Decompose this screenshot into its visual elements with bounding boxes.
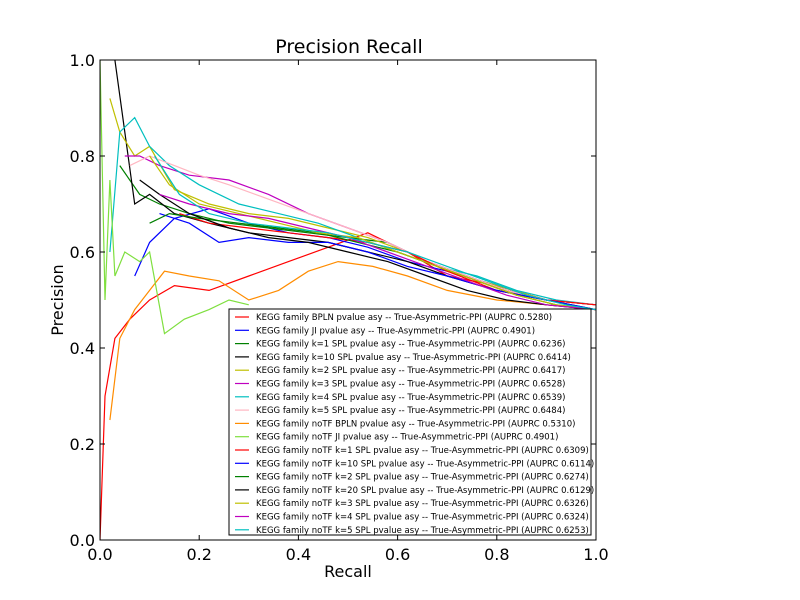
legend-entry-16: KEGG family noTF k=4 SPL pvalue asy -- T…	[235, 513, 589, 523]
y-tick-label: 0.2	[70, 435, 95, 454]
legend-label: KEGG family noTF JI pvalue asy -- True-A…	[256, 433, 558, 443]
x-axis-label: Recall	[324, 562, 372, 581]
legend-entry-5: KEGG family k=2 SPL pvalue asy -- True-A…	[235, 366, 565, 376]
legend-label: KEGG family noTF k=4 SPL pvalue asy -- T…	[256, 513, 589, 523]
legend-label: KEGG family k=1 SPL pvalue asy -- True-A…	[256, 340, 565, 350]
legend-label: KEGG family k=4 SPL pvalue asy -- True-A…	[256, 393, 565, 403]
series-line-8	[129, 155, 596, 306]
series-line-15	[149, 155, 596, 311]
legend-box	[228, 308, 592, 536]
legend-entry-14: KEGG family noTF k=20 SPL pvalue asy -- …	[235, 486, 594, 496]
legend-label: KEGG family JI pvalue asy -- True-Asymme…	[256, 326, 535, 336]
legend-entry-4: KEGG family k=10 SPL pvalue asy -- True-…	[235, 353, 571, 363]
legend-label: KEGG family noTF k=10 SPL pvalue asy -- …	[256, 459, 594, 469]
y-tick-label: 0.4	[70, 339, 95, 358]
series-line-16	[159, 193, 596, 311]
y-tick-label: 1.0	[70, 51, 95, 70]
legend-label: KEGG family k=3 SPL pvalue asy -- True-A…	[256, 380, 565, 390]
tick-layer: 0.0 0.2 0.4 0.6 0.8 1.0 0.0 0.2 0.4 0.6 0.8 1.0	[70, 51, 609, 564]
legend-label: KEGG family k=5 SPL pvalue asy -- True-A…	[256, 406, 565, 416]
legend-entry-8: KEGG family k=5 SPL pvalue asy -- True-A…	[235, 406, 565, 416]
legend-label: KEGG family k=10 SPL pvalue asy -- True-…	[256, 353, 571, 363]
legend-label: KEGG family noTF BPLN pvalue asy -- True…	[256, 419, 575, 429]
series-line-14	[139, 179, 596, 311]
plot-frame	[99, 59, 597, 541]
series-line-10	[100, 60, 249, 335]
y-tick-label: 0.8	[70, 147, 95, 166]
series-line-17	[154, 155, 596, 311]
series-line-9	[109, 260, 596, 421]
legend-entry-7: KEGG family k=4 SPL pvalue asy -- True-A…	[235, 393, 565, 403]
x-tick-label: 1.0	[583, 545, 608, 564]
x-tick-label: 0.6	[385, 545, 410, 564]
legend-entry-13: KEGG family noTF k=2 SPL pvalue asy -- T…	[235, 473, 589, 483]
legend-label: KEGG family noTF k=3 SPL pvalue asy -- T…	[256, 499, 589, 509]
x-tick-label: 0.4	[286, 545, 311, 564]
chart-title: Precision Recall	[275, 36, 423, 58]
legend-entry-3: KEGG family k=1 SPL pvalue asy -- True-A…	[235, 340, 565, 350]
series-line-7	[109, 116, 596, 306]
legend-entry-9: KEGG family noTF BPLN pvalue asy -- True…	[235, 419, 575, 429]
legend-label: KEGG family noTF k=5 SPL pvalue asy -- T…	[256, 526, 589, 536]
legend-entry-1: KEGG family BPLN pvalue asy -- True-Asym…	[235, 313, 552, 323]
legend-label: KEGG family noTF k=1 SPL pvalue asy -- T…	[256, 446, 589, 456]
x-tick-label: 0.0	[87, 545, 112, 564]
legend-entry-2: KEGG family JI pvalue asy -- True-Asymme…	[235, 326, 535, 336]
legend-entry-6: KEGG family k=3 SPL pvalue asy -- True-A…	[235, 380, 565, 390]
series-line-12	[159, 213, 596, 311]
x-tick-label: 0.8	[484, 545, 509, 564]
y-axis-label: Precision	[48, 264, 67, 335]
series-line-4	[114, 60, 596, 311]
legend-label: KEGG family noTF k=20 SPL pvalue asy -- …	[256, 486, 594, 496]
y-tick-label: 0.6	[70, 243, 95, 262]
legend-label: KEGG family noTF k=2 SPL pvalue asy -- T…	[256, 473, 589, 483]
legend: KEGG family BPLN pvalue asy -- True-Asym…	[228, 308, 594, 536]
legend-label: KEGG family BPLN pvalue asy -- True-Asym…	[256, 313, 552, 323]
y-tick-label: 0.0	[70, 531, 95, 550]
legend-label: KEGG family k=2 SPL pvalue asy -- True-A…	[256, 366, 565, 376]
legend-entry-11: KEGG family noTF k=1 SPL pvalue asy -- T…	[235, 446, 589, 456]
series-line-6	[124, 155, 596, 306]
legend-items: KEGG family BPLN pvalue asy -- True-Asym…	[235, 313, 594, 536]
x-tick-label: 0.2	[186, 545, 211, 564]
legend-entry-10: KEGG family noTF JI pvalue asy -- True-A…	[235, 433, 558, 443]
legend-entry-12: KEGG family noTF k=10 SPL pvalue asy -- …	[235, 459, 594, 469]
legend-entry-15: KEGG family noTF k=3 SPL pvalue asy -- T…	[235, 499, 589, 509]
legend-entry-17: KEGG family noTF k=5 SPL pvalue asy -- T…	[235, 526, 589, 536]
series-layer	[100, 60, 596, 540]
